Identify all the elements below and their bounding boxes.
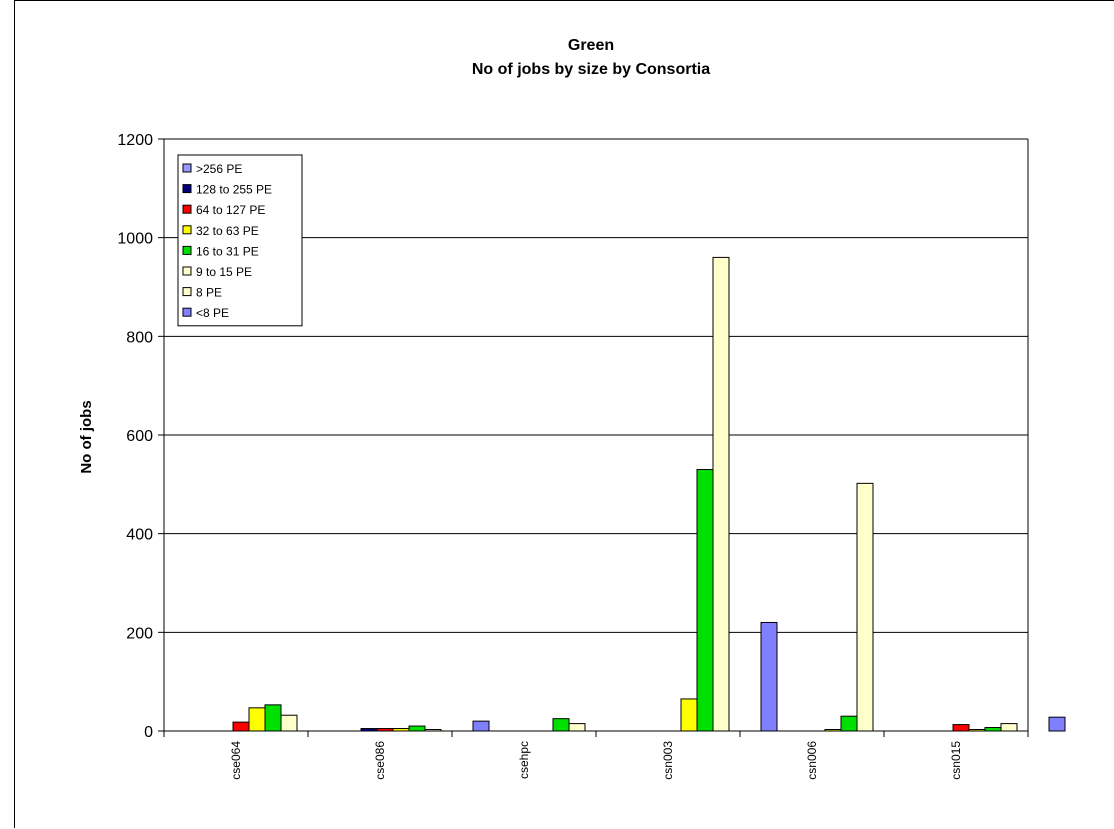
y-tick-label: 600 — [126, 428, 153, 445]
y-tick-labels: 0 200 400 600 800 1000 1200 — [117, 132, 153, 741]
bar — [408, 725, 426, 732]
y-axis-label: No of jobs — [78, 400, 95, 473]
y-tick-label: 200 — [126, 625, 153, 642]
legend-label: 8 PE — [196, 286, 222, 300]
bar — [568, 723, 586, 732]
x-category-label: csn015 — [949, 741, 963, 780]
x-category-label: csn003 — [661, 741, 675, 780]
chart-title: Green — [568, 37, 614, 54]
y-tick-label: 1000 — [117, 231, 153, 248]
legend-swatch — [182, 184, 192, 194]
legend-box — [177, 154, 303, 327]
legend-swatch — [182, 225, 192, 235]
bar — [840, 715, 858, 732]
legend-swatch — [182, 245, 192, 255]
legend-label: 32 to 63 PE — [196, 224, 259, 238]
bar — [952, 724, 970, 732]
axes — [163, 138, 1029, 737]
bar — [472, 720, 490, 732]
bar — [696, 469, 714, 732]
x-category-label: csehpc — [517, 741, 531, 779]
chart-frame: Green No of jobs by size by Consortia No… — [14, 0, 1114, 828]
bar — [1048, 716, 1066, 732]
bar — [248, 707, 266, 732]
bar — [264, 704, 282, 732]
bar — [552, 718, 570, 732]
legend-swatch — [182, 204, 192, 214]
legend-label: 16 to 31 PE — [196, 244, 259, 258]
legend-swatch — [182, 287, 192, 297]
bar — [680, 698, 698, 732]
legend-label: <8 PE — [196, 306, 229, 320]
y-tick-label: 400 — [126, 527, 153, 544]
y-tick-label: 1200 — [117, 132, 153, 149]
legend-label: 64 to 127 PE — [196, 203, 265, 217]
legend: >256 PE 128 to 255 PE 64 to 127 PE 32 to 63… — [177, 154, 303, 327]
x-category-label: cse086 — [373, 741, 387, 780]
bar — [232, 721, 250, 732]
legend-label: 9 to 15 PE — [196, 265, 252, 279]
chart: Green No of jobs by size by Consortia No… — [78, 37, 1066, 780]
legend-label: >256 PE — [196, 162, 242, 176]
legend-swatch — [182, 266, 192, 276]
legend-label: 128 to 255 PE — [196, 183, 272, 197]
bar — [760, 621, 778, 732]
bar — [856, 482, 874, 732]
bars — [232, 256, 1066, 732]
y-tick-label: 0 — [144, 724, 153, 741]
x-category-label: cse064 — [229, 741, 243, 780]
x-category-label: csn006 — [805, 741, 819, 780]
x-category-labels: cse064 cse086 csehpc csn003 csn006 csn015 — [229, 741, 963, 780]
y-tick-label: 800 — [126, 329, 153, 346]
bar — [280, 714, 298, 732]
bar — [984, 727, 1002, 732]
chart-subtitle: No of jobs by size by Consortia — [472, 61, 710, 78]
bar — [712, 256, 730, 732]
legend-swatch — [182, 307, 192, 317]
legend-swatch — [182, 163, 192, 173]
bar — [1000, 723, 1018, 732]
